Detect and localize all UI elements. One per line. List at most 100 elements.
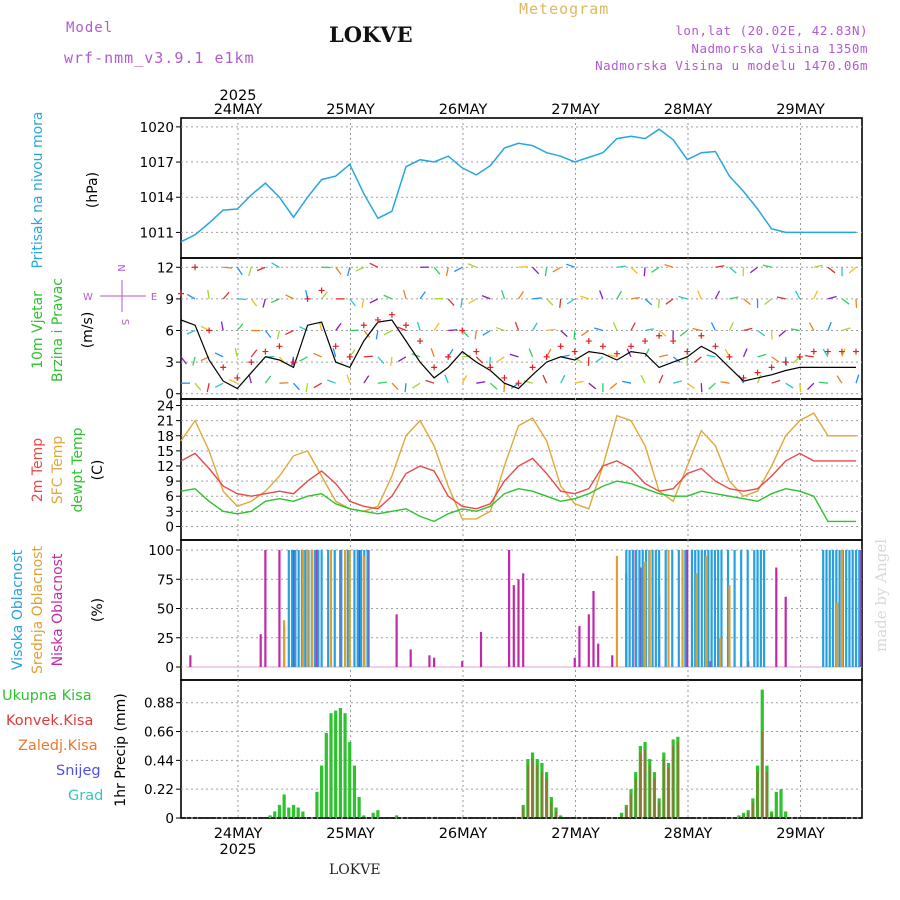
wind-arrow <box>644 328 655 332</box>
wind-arrow <box>841 327 851 332</box>
wind-arrow <box>369 262 379 268</box>
wind-gust-marker <box>346 353 353 360</box>
wind-arrow <box>214 352 224 358</box>
precip-conv-bar <box>662 759 665 818</box>
wind-arrow <box>404 383 407 393</box>
wind-arrow <box>461 375 468 384</box>
wind-arrow <box>560 374 566 384</box>
precip-legend-0: Ukupna Kisa <box>2 688 92 704</box>
wind-gust-marker <box>388 311 395 318</box>
day-label-bottom: 29MAY <box>776 826 825 842</box>
wind-gust-marker <box>670 338 677 345</box>
wind-arrow <box>194 382 202 391</box>
wind-arrow <box>444 374 449 384</box>
wind-arrow <box>790 328 800 332</box>
wind-arrow <box>546 298 554 306</box>
wind-arrow <box>180 356 187 365</box>
wind-gust-marker <box>726 353 733 360</box>
y-tick-label: 1017 <box>140 155 174 171</box>
precip-legend-2: Zaledj.Kisa <box>18 738 98 754</box>
wind-arrow <box>299 356 308 362</box>
wind-arrow <box>855 374 860 384</box>
precip-total-bar <box>784 811 788 818</box>
precip-conv-bar <box>526 765 529 818</box>
panel-frame-0 <box>180 117 863 259</box>
precip-total-bar <box>395 815 399 818</box>
wind-arrow <box>248 267 252 277</box>
wind-arrow <box>841 348 846 358</box>
sfc-side-label: SFC Temp <box>50 436 66 505</box>
wind-arrow <box>728 322 734 331</box>
wind-arrow <box>510 382 519 390</box>
wind-arrow <box>236 266 243 276</box>
wind-arrow <box>335 322 342 331</box>
wind-arrow <box>220 321 224 331</box>
wind-gust-marker <box>698 332 705 339</box>
wind-arrow <box>804 354 814 358</box>
y-tick-label: 0 <box>165 519 174 535</box>
wind-arrow <box>460 298 463 308</box>
y-tick-label: 0.88 <box>144 696 174 712</box>
precip-total-bar <box>277 804 282 818</box>
wind-arrow <box>327 379 336 384</box>
wind-arrow <box>762 264 772 268</box>
day-label-top: 27MAY <box>551 102 600 118</box>
wind-arrow <box>305 383 309 393</box>
y-tick-label: 0.66 <box>144 725 174 741</box>
wind-arrow <box>448 329 458 332</box>
wind-arrow <box>644 348 650 358</box>
precip-total-bar <box>329 713 333 818</box>
wind-gust-marker <box>571 348 578 355</box>
precip-total-bar <box>301 811 305 818</box>
precip-total-bar <box>362 815 366 818</box>
wind-gust-marker <box>374 316 381 323</box>
wind-arrow <box>710 322 716 331</box>
wind-arrow <box>488 356 492 366</box>
precip-conv-bar <box>644 749 647 818</box>
precip-total-bar <box>268 815 272 818</box>
wind-arrow <box>686 382 695 390</box>
wind-arrow <box>383 329 393 336</box>
wind-arrow <box>757 353 767 358</box>
precip-conv-bar <box>751 802 754 818</box>
wind-arrow <box>482 329 491 336</box>
precip-conv-bar <box>761 731 764 818</box>
wind-arrow <box>724 348 731 358</box>
wind-arrow <box>658 330 667 337</box>
wind-arrow <box>419 291 426 300</box>
product-title: Meteogram <box>519 0 610 18</box>
y-tick-label: 0.44 <box>144 753 174 769</box>
wind-gust-marker <box>740 374 747 381</box>
wind-arrow <box>658 354 669 358</box>
wind-arrow <box>321 291 328 300</box>
precip-conv-bar <box>742 815 745 818</box>
wind-arrow <box>363 330 371 338</box>
compass-w: W <box>83 292 93 303</box>
precip-conv-bar <box>676 742 679 818</box>
precip-conv-bar <box>667 768 670 818</box>
wind-arrow <box>706 354 716 358</box>
wind-arrow <box>643 267 646 277</box>
wind-arrow <box>715 265 725 268</box>
day-label-bottom: 26MAY <box>439 826 488 842</box>
model-value: wrf-nmm_v3.9.1 e1km <box>64 49 255 67</box>
wind-gust-marker <box>642 338 649 345</box>
wind-arrow <box>214 382 224 388</box>
wind-arrow <box>375 330 379 340</box>
wind-gust-marker <box>262 348 269 355</box>
wind-arrow <box>544 267 548 277</box>
footer-station: LOKVE <box>329 862 381 878</box>
wind-arrow <box>517 290 524 300</box>
precip-total-bar <box>324 732 328 818</box>
wind-gust-marker <box>220 364 227 371</box>
wind-arrow <box>186 293 196 300</box>
wind-gust-marker <box>557 343 564 350</box>
wind-side-label-1: 10m Vjetar <box>30 291 46 369</box>
wind-arrow <box>792 356 801 364</box>
wind-gust-marker <box>838 348 845 355</box>
wind-arrow <box>383 294 393 300</box>
dewpt-side-label: dewpt Temp <box>70 427 86 512</box>
wind-arrow <box>808 322 815 331</box>
wind-arrow <box>640 374 646 384</box>
